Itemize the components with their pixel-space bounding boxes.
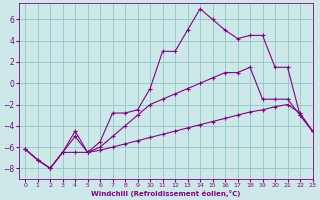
X-axis label: Windchill (Refroidissement éolien,°C): Windchill (Refroidissement éolien,°C) <box>91 190 240 197</box>
